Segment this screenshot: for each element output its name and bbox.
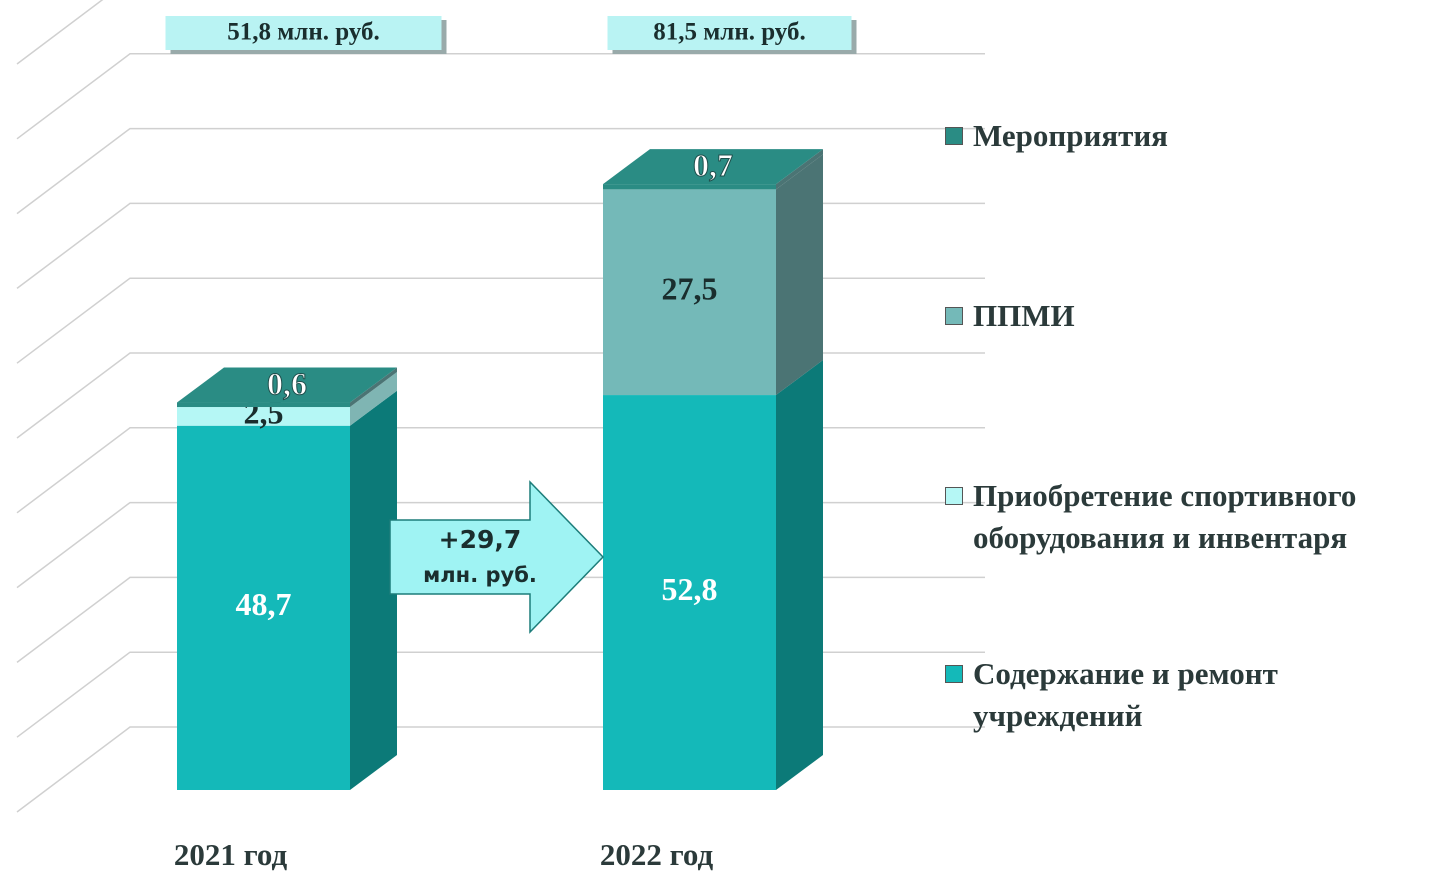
bar	[177, 403, 350, 407]
total-label: 81,5 млн. руб.	[653, 19, 805, 46]
legend-label: Содержание и ремонт учреждений	[973, 656, 1278, 733]
grid-line	[17, 129, 985, 214]
legend-label: Приобретение спортивного оборудования и …	[973, 478, 1356, 555]
grid-line	[17, 54, 985, 139]
legend-label: ППМИ	[973, 298, 1075, 333]
bar	[603, 184, 776, 189]
legend-item: Содержание и ремонт учреждений	[945, 653, 1435, 737]
legend-item: Мероприятия	[945, 115, 1435, 157]
legend-marker	[945, 307, 963, 325]
x-tick-label: 2022 год	[600, 837, 714, 872]
value-label: 48,7	[236, 586, 292, 622]
value-label: 0,7	[693, 147, 733, 183]
grid-line	[17, 428, 985, 513]
page: 48,72,50,62021 год51,8 млн. руб.52,827,5…	[0, 0, 1438, 874]
grid-line	[17, 278, 985, 363]
grid-line	[17, 203, 985, 288]
legend-label: Мероприятия	[973, 118, 1168, 153]
annotation-label: +29,7	[439, 525, 522, 554]
grid-line	[17, 727, 985, 812]
value-label: 0,6	[267, 365, 307, 401]
bar-side	[776, 360, 823, 790]
legend-item: ППМИ	[945, 295, 1435, 337]
legend-marker	[945, 127, 963, 145]
value-label: 52,8	[662, 571, 718, 607]
arrow	[390, 482, 603, 632]
bar-side	[776, 154, 823, 395]
x-tick-label: 2021 год	[174, 837, 288, 872]
total-label: 51,8 млн. руб.	[227, 19, 379, 46]
grid-line	[17, 353, 985, 438]
annotation-unit: млн. руб.	[423, 563, 537, 587]
legend-marker	[945, 665, 963, 683]
grid-line	[17, 652, 985, 737]
value-label: 27,5	[662, 271, 718, 307]
legend-marker	[945, 487, 963, 505]
legend-item: Приобретение спортивного оборудования и …	[945, 475, 1435, 559]
